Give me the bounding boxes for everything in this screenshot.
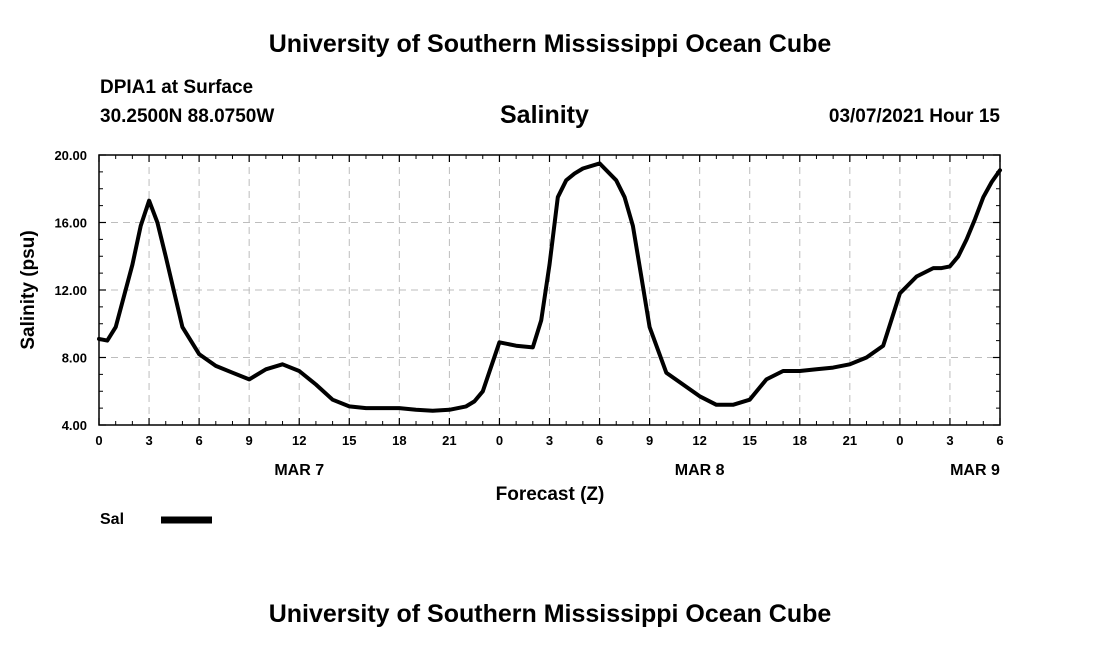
x-tick-label: 15 [342, 433, 356, 448]
x-tick-label: 3 [145, 433, 152, 448]
x-tick-label: 21 [843, 433, 857, 448]
y-tick-label: 8.00 [62, 351, 87, 366]
y-axis-title: Salinity (psu) [18, 230, 39, 349]
x-tick-label: 15 [742, 433, 756, 448]
x-tick-label: 18 [392, 433, 406, 448]
salinity-series-line [97, 161, 1002, 413]
x-tick-label: 12 [692, 433, 706, 448]
forecast-datetime: 03/07/2021 Hour 15 [828, 106, 1000, 127]
x-tick-label: 9 [646, 433, 653, 448]
y-tick-label: 16.00 [54, 216, 87, 231]
x-axis-title: Forecast (Z) [496, 484, 605, 505]
date-label: MAR 9 [950, 462, 1000, 479]
x-tick-label: 6 [996, 433, 1003, 448]
x-tick-label: 21 [442, 433, 456, 448]
coordinates-label: 30.2500N 88.0750W [100, 106, 275, 127]
station-label: DPIA1 at Surface [100, 77, 254, 98]
y-tick-label: 4.00 [62, 418, 87, 433]
page-title: University of Southern Mississippi Ocean… [268, 30, 832, 58]
grid-lines [99, 155, 1000, 425]
x-tick-label: 0 [896, 433, 903, 448]
x-tick-label: 6 [596, 433, 603, 448]
date-label: MAR 7 [274, 462, 324, 479]
x-tick-label: 3 [546, 433, 553, 448]
axis-ticks [98, 154, 1001, 426]
legend-label: Sal [100, 511, 124, 528]
legend: Sal [100, 511, 212, 528]
footer-title: University of Southern Mississippi Ocean… [268, 600, 832, 628]
tick-labels: 0 3 6 9 12 15 18 21 0 3 6 9 12 15 18 21 0 3 6 4.00 8.00 12.00… [54, 148, 1003, 479]
x-tick-label: 12 [292, 433, 306, 448]
date-label: MAR 8 [675, 462, 725, 479]
x-tick-label: 18 [793, 433, 807, 448]
x-tick-label: 0 [95, 433, 102, 448]
chart-title: Salinity [500, 101, 589, 129]
x-tick-label: 6 [195, 433, 202, 448]
x-tick-label: 3 [946, 433, 953, 448]
x-tick-label: 0 [496, 433, 503, 448]
x-tick-label: 9 [246, 433, 253, 448]
y-tick-label: 12.00 [54, 283, 87, 298]
y-tick-label: 20.00 [54, 148, 87, 163]
